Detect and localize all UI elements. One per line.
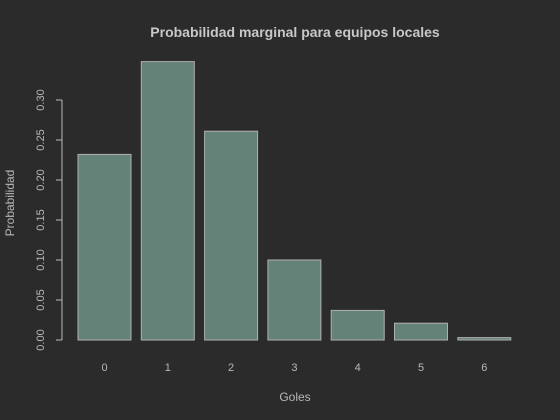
bar-goles-1 <box>140 61 195 341</box>
x-tick-label: 2 <box>228 362 234 374</box>
y-tick-label: 0.00 <box>35 329 47 350</box>
x-tick-labels: 0 1 2 3 4 5 6 <box>101 362 487 374</box>
x-tick-label: 6 <box>481 362 487 374</box>
bars-group <box>77 61 512 341</box>
bar-goles-2 <box>204 130 259 341</box>
x-tick-label: 5 <box>418 362 424 374</box>
chart-title: Probabilidad marginal para equipos local… <box>150 24 440 40</box>
x-tick-label: 4 <box>355 362 361 374</box>
y-tick-label: 0.20 <box>35 169 47 190</box>
y-axis: 0.00 0.05 0.10 0.15 0.20 0.25 0.30 <box>35 89 63 351</box>
y-tick-label: 0.15 <box>35 209 47 230</box>
bar-goles-0 <box>77 153 132 341</box>
bar-goles-3 <box>267 259 322 341</box>
bar-goles-4 <box>330 309 385 341</box>
x-tick-label: 0 <box>101 362 107 374</box>
bar-goles-5 <box>394 322 448 341</box>
bar-goles-6 <box>457 337 512 341</box>
x-axis-label: Goles <box>279 390 310 404</box>
x-tick-label: 3 <box>291 362 297 374</box>
y-tick-label: 0.25 <box>35 129 47 150</box>
y-axis-label: Probabilidad <box>3 170 17 237</box>
y-tick-label: 0.05 <box>35 289 47 310</box>
y-tick-label: 0.10 <box>35 249 47 270</box>
x-tick-label: 1 <box>165 362 171 374</box>
y-tick-label: 0.30 <box>35 89 47 110</box>
